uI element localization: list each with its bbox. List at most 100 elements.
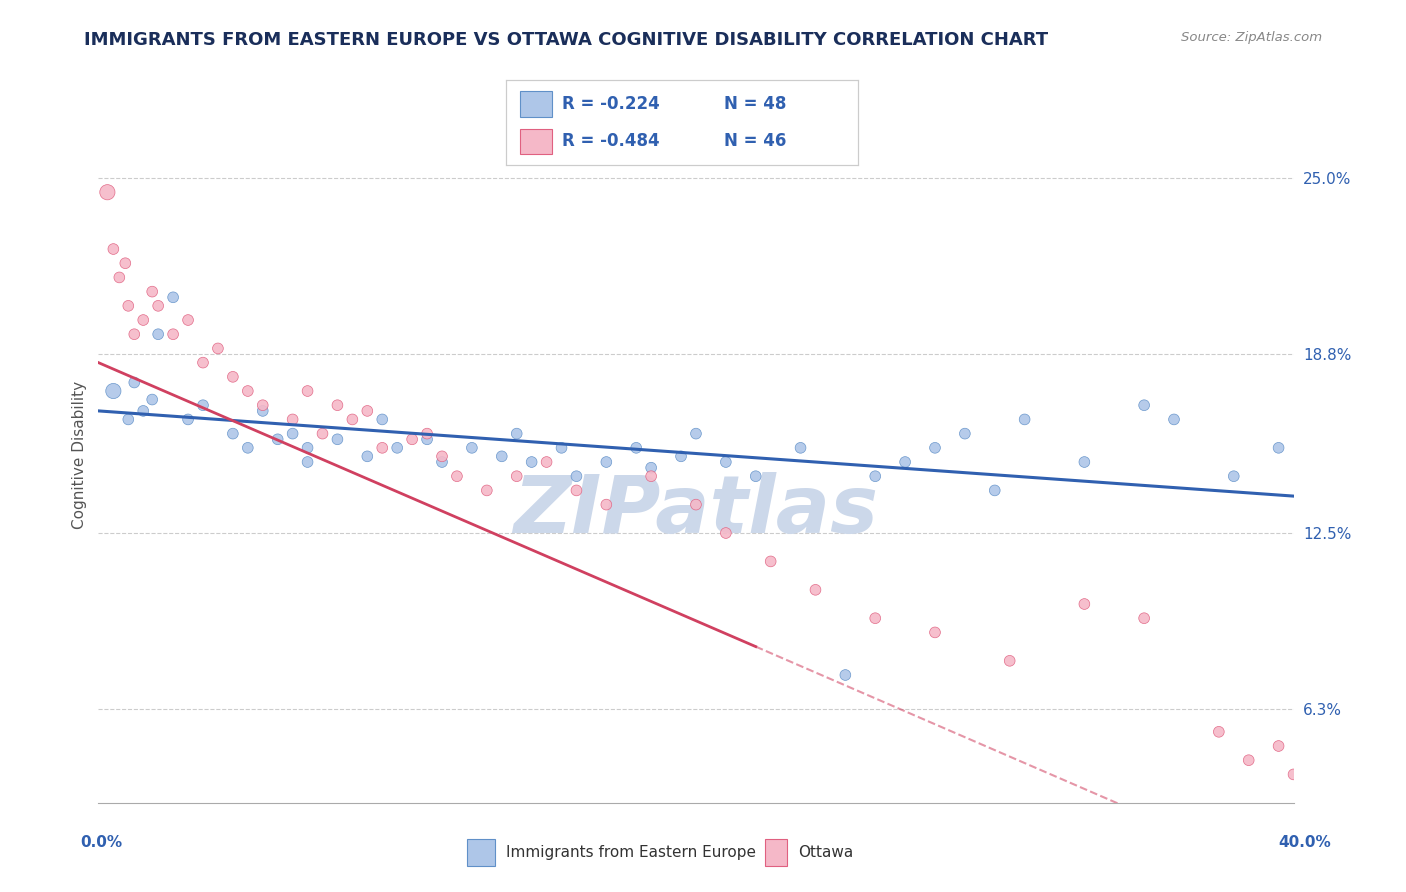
Point (759, 554, 782, 568)
Point (1267, 441, 1289, 455)
Point (103, 242, 125, 256)
Point (311, 426, 333, 441)
Point (1237, 753, 1260, 767)
Point (1133, 611, 1156, 625)
Point (520, 455, 543, 469)
Point (356, 404, 378, 418)
Point (1014, 412, 1036, 426)
Point (297, 384, 319, 398)
Point (371, 412, 394, 426)
Point (669, 450, 692, 464)
Bar (467, 839, 495, 866)
Point (252, 398, 274, 412)
Point (108, 270, 131, 285)
Point (124, 376, 146, 390)
Point (297, 455, 319, 469)
Point (745, 469, 768, 483)
Text: 0.0%: 0.0% (80, 836, 122, 850)
Point (236, 441, 259, 455)
Text: IMMIGRANTS FROM EASTERN EUROPE VS OTTAWA COGNITIVE DISABILITY CORRELATION CHART: IMMIGRANTS FROM EASTERN EUROPE VS OTTAWA… (84, 31, 1049, 49)
Text: ZIPatlas: ZIPatlas (513, 472, 879, 549)
Point (565, 469, 588, 483)
Text: Ottawa: Ottawa (799, 846, 853, 860)
Point (714, 526, 737, 541)
Bar (520, 128, 551, 154)
Text: N = 46: N = 46 (724, 132, 786, 150)
Point (177, 412, 200, 426)
Point (475, 483, 498, 498)
Point (595, 498, 617, 512)
Text: Source: ZipAtlas.com: Source: ZipAtlas.com (1181, 31, 1322, 45)
Point (1208, 724, 1230, 739)
Point (863, 611, 886, 625)
Point (565, 483, 588, 498)
Text: 40.0%: 40.0% (1278, 836, 1331, 850)
Point (297, 441, 319, 455)
Text: R = -0.484: R = -0.484 (562, 132, 659, 150)
Point (924, 625, 946, 640)
Point (863, 469, 886, 483)
Text: N = 48: N = 48 (724, 95, 786, 113)
Point (117, 299, 139, 313)
Y-axis label: Cognitive Disability: Cognitive Disability (72, 381, 87, 529)
Point (685, 498, 707, 512)
Point (983, 483, 1005, 498)
Point (252, 404, 274, 418)
Point (124, 327, 146, 342)
Point (1073, 597, 1095, 611)
Point (191, 356, 214, 370)
Text: Immigrants from Eastern Europe: Immigrants from Eastern Europe (506, 846, 756, 860)
Point (103, 384, 125, 398)
Point (461, 441, 484, 455)
Point (148, 299, 170, 313)
Point (281, 426, 304, 441)
Point (342, 412, 364, 426)
Point (148, 327, 170, 342)
Point (191, 398, 214, 412)
Point (430, 455, 453, 469)
Point (506, 426, 529, 441)
Point (685, 426, 707, 441)
Point (1163, 412, 1185, 426)
Bar (765, 839, 787, 866)
Point (894, 455, 917, 469)
Point (640, 460, 662, 475)
Point (141, 392, 163, 407)
Point (624, 441, 647, 455)
Point (356, 450, 378, 464)
Point (789, 441, 811, 455)
Point (446, 469, 468, 483)
Point (162, 290, 184, 304)
Point (281, 412, 304, 426)
Point (401, 432, 423, 446)
Point (1133, 398, 1156, 412)
Point (536, 455, 558, 469)
Bar (520, 91, 551, 117)
Point (236, 384, 259, 398)
Point (326, 398, 349, 412)
Point (834, 668, 856, 682)
Point (267, 432, 290, 446)
Point (595, 455, 617, 469)
Point (96, 186, 118, 200)
Point (506, 469, 529, 483)
Point (804, 582, 827, 597)
Point (114, 256, 136, 270)
Point (141, 285, 163, 299)
Point (1267, 739, 1289, 753)
Point (222, 369, 245, 384)
Point (416, 426, 439, 441)
Point (132, 404, 155, 418)
Point (550, 441, 572, 455)
Point (1282, 767, 1305, 781)
Point (714, 455, 737, 469)
Point (132, 313, 155, 327)
Point (162, 327, 184, 342)
Point (1222, 469, 1246, 483)
Point (207, 342, 229, 356)
Point (924, 441, 946, 455)
Point (371, 441, 394, 455)
Point (416, 432, 439, 446)
Point (177, 313, 200, 327)
Point (117, 412, 139, 426)
